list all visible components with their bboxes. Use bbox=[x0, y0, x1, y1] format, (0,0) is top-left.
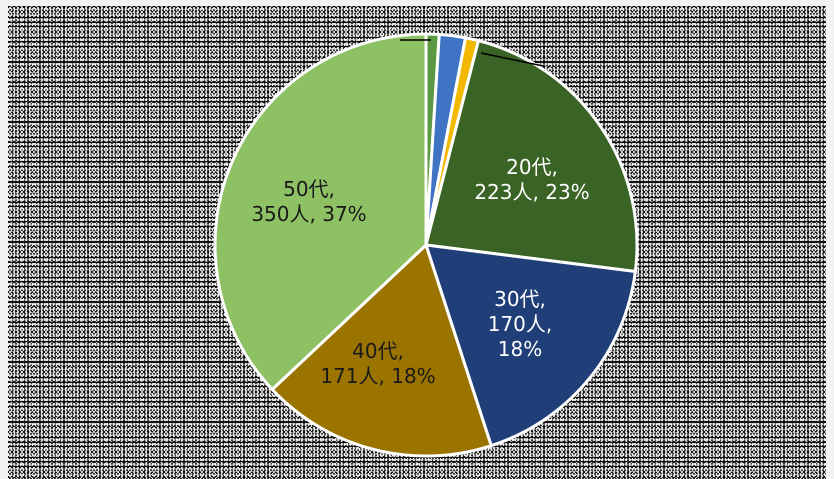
pie-slices bbox=[215, 34, 637, 456]
